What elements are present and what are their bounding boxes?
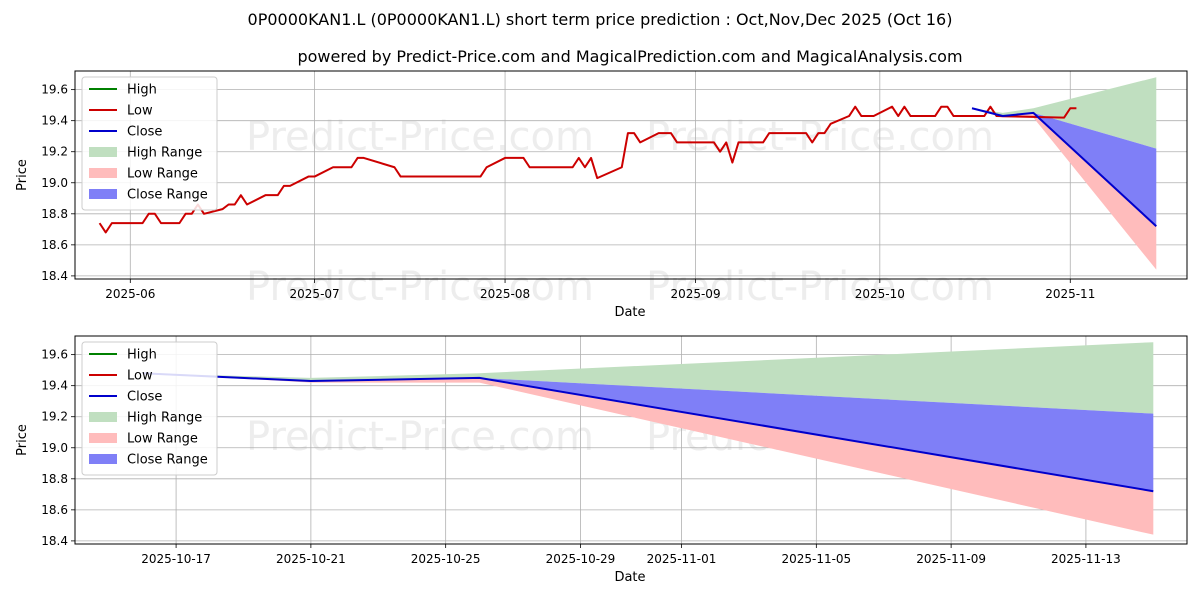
y-tick-label: 19.4 [41, 114, 68, 128]
watermark-text: Predict-Price.com [646, 114, 994, 160]
legend-swatch-patch [89, 147, 117, 157]
legend-entry-label: Low [127, 369, 153, 384]
high-range-band [971, 77, 1157, 149]
y-axis-label: Price [15, 424, 30, 456]
y-tick-label: 19.6 [41, 83, 68, 97]
close-forecast-line [142, 372, 1154, 493]
legend-entry-label: Low Range [127, 432, 198, 447]
chart-panel-main: Predict-Price.com Predict-Price.com Predic… [15, 70, 1188, 320]
watermark-text: Predict-Price.com [646, 264, 994, 310]
x-tick-label: 2025-07 [290, 287, 340, 301]
x-tick-label: 2025-10-29 [546, 552, 616, 566]
y-tick-label: 18.4 [41, 534, 68, 548]
y-tick-label: 18.4 [41, 269, 68, 283]
y-tick-label: 19.0 [41, 441, 68, 455]
legend-entry-label: High Range [127, 411, 202, 426]
x-tick-label: 2025-11-05 [781, 552, 851, 566]
y-tick-label: 19.6 [41, 348, 68, 362]
legend-entry-label: Close Range [127, 188, 208, 203]
y-axis-label: Price [15, 159, 30, 191]
plot-frame [74, 335, 1188, 545]
x-tick-label: 2025-10-17 [141, 552, 211, 566]
y-tick-label: 19.4 [41, 379, 68, 393]
x-tick-label: 2025-09 [670, 287, 720, 301]
watermark-text: Predict-Price.com [246, 264, 594, 310]
chart-title: 0P0000KAN1.L (0P0000KAN1.L) short term p… [248, 10, 953, 29]
y-tick-label: 18.8 [41, 207, 68, 221]
legend-swatch-patch [89, 433, 117, 443]
x-tick-label: 2025-10 [855, 287, 905, 301]
close-range-band [971, 108, 1157, 227]
low-history-line [98, 105, 1077, 234]
x-axis-label: Date [614, 305, 645, 320]
legend-entry-label: Close Range [127, 453, 208, 468]
x-tick-label: 2025-11-13 [1051, 552, 1121, 566]
y-tick-label: 19.2 [41, 410, 68, 424]
y-tick-label: 18.6 [41, 238, 68, 252]
legend-swatch-patch [89, 189, 117, 199]
y-tick-label: 19.0 [41, 176, 68, 190]
legend-swatch-patch [89, 454, 117, 464]
legend-entry-label: High [127, 83, 157, 98]
x-tick-label: 2025-11-01 [647, 552, 717, 566]
legend-swatch-patch [89, 168, 117, 178]
x-tick-label: 2025-08 [480, 287, 530, 301]
legend: High Low Close High Range Low Range Close Ran… [81, 341, 218, 476]
legend-entry-label: Low Range [127, 167, 198, 182]
x-tick-label: 2025-11-09 [916, 552, 986, 566]
y-tick-label: 18.6 [41, 503, 68, 517]
x-tick-label: 2025-10-21 [276, 552, 346, 566]
legend-entry-label: Close [127, 125, 162, 140]
x-tick-label: 2025-10-25 [411, 552, 481, 566]
legend-entry-label: Low [127, 104, 153, 119]
plot-series [142, 342, 1154, 535]
legend-entry-label: High Range [127, 146, 202, 161]
y-tick-label: 18.8 [41, 472, 68, 486]
high-range-band [142, 342, 1154, 414]
watermark-text: Predict-Price.com [246, 114, 594, 160]
close-range-band [142, 373, 1154, 492]
close-forecast-line [971, 107, 1157, 227]
watermark-text: Predict-Price.com [246, 414, 594, 460]
plot-frame [74, 70, 1188, 280]
chart-panel-forecast: Predict-Price.comPredict-Price.com18.418… [15, 335, 1188, 585]
plot-series [98, 77, 1157, 270]
y-tick-label: 19.2 [41, 145, 68, 159]
x-tick-label: 2025-11 [1045, 287, 1095, 301]
legend-entry-label: Close [127, 390, 162, 405]
x-tick-label: 2025-06 [105, 287, 155, 301]
legend-entry-label: High [127, 348, 157, 363]
legend-swatch-patch [89, 412, 117, 422]
legend: High Low Close High Range Low Range Close Ran… [81, 76, 218, 211]
chart-subtitle: powered by Predict-Price.com and Magical… [297, 47, 962, 66]
x-axis-label: Date [614, 570, 645, 585]
